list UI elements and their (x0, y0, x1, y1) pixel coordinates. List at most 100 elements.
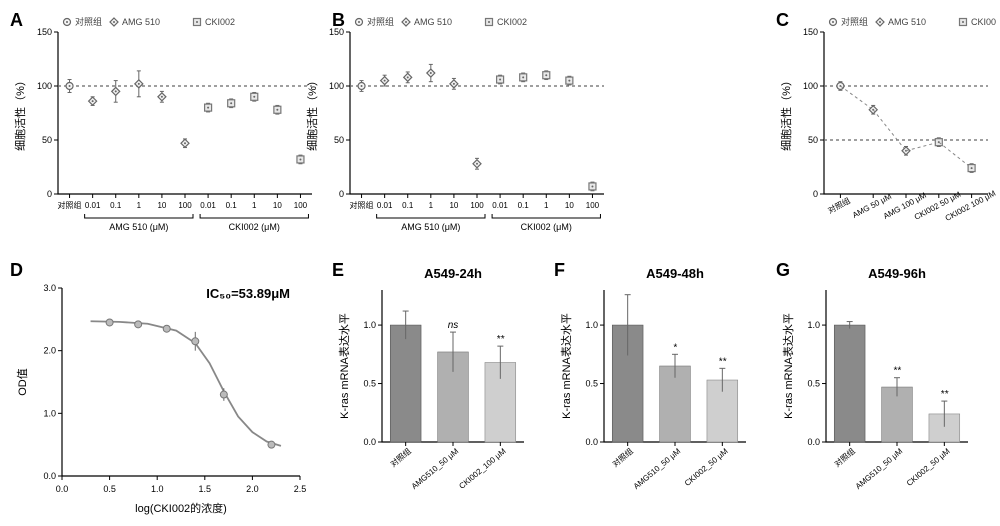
svg-text:AMG 510: AMG 510 (122, 17, 160, 27)
svg-text:AMG510_50 μM: AMG510_50 μM (632, 446, 683, 491)
svg-text:10: 10 (449, 201, 458, 210)
svg-text:10: 10 (565, 201, 574, 210)
svg-text:CKI002_50 μM: CKI002_50 μM (905, 446, 952, 488)
svg-text:10: 10 (157, 201, 166, 210)
svg-text:0.5: 0.5 (585, 379, 598, 389)
svg-text:CKI002 (μM): CKI002 (μM) (521, 222, 572, 232)
svg-text:2.0: 2.0 (43, 346, 56, 356)
svg-text:0: 0 (813, 189, 818, 199)
svg-text:0.01: 0.01 (377, 201, 393, 210)
svg-text:1.0: 1.0 (585, 320, 598, 330)
svg-text:CKI002 (μM): CKI002 (μM) (229, 222, 280, 232)
svg-text:50: 50 (808, 135, 818, 145)
panel-label-F: F (554, 260, 565, 281)
svg-text:OD值: OD值 (16, 368, 29, 396)
svg-text:100: 100 (803, 81, 818, 91)
svg-text:0.01: 0.01 (85, 201, 101, 210)
svg-text:AMG 510: AMG 510 (414, 17, 452, 27)
svg-text:**: ** (718, 356, 727, 367)
svg-text:2.0: 2.0 (246, 484, 259, 494)
panel-D: D 0.00.51.01.52.02.50.01.02.03.0log(CKI0… (10, 260, 320, 520)
svg-text:对照组: 对照组 (388, 446, 413, 469)
svg-text:100: 100 (37, 81, 52, 91)
chart-B: 050100150对照组0.010.11101000.010.1110100AM… (302, 10, 612, 250)
svg-text:细胞活性（%）: 细胞活性（%） (305, 75, 319, 151)
svg-text:细胞活性（%）: 细胞活性（%） (13, 75, 27, 151)
svg-text:1: 1 (252, 201, 257, 210)
svg-text:CKI002: CKI002 (971, 17, 996, 27)
svg-text:1.0: 1.0 (43, 408, 56, 418)
svg-text:0.0: 0.0 (585, 437, 598, 447)
panel-F: F 0.0 0.5 1.0 K-ras mRNA表达水平 A549-48h 对照组 * AMG… (554, 260, 764, 520)
svg-text:AMG 510 (μM): AMG 510 (μM) (109, 222, 168, 232)
svg-text:50: 50 (42, 135, 52, 145)
svg-text:A549-48h: A549-48h (646, 266, 704, 281)
svg-text:100: 100 (470, 201, 484, 210)
svg-text:对照组: 对照组 (367, 16, 394, 27)
svg-text:对照组: 对照组 (826, 195, 852, 215)
chart-G: 0.0 0.5 1.0 K-ras mRNA表达水平 A549-96h 对照组 ** AMG5… (776, 260, 976, 520)
panel-label-E: E (332, 260, 344, 281)
svg-text:0: 0 (47, 189, 52, 199)
svg-text:0.1: 0.1 (402, 201, 414, 210)
svg-text:0.1: 0.1 (518, 201, 530, 210)
chart-A: 050100150对照组0.010.11101000.010.1110100AM… (10, 10, 320, 250)
svg-text:100: 100 (329, 81, 344, 91)
svg-text:100: 100 (586, 201, 600, 210)
svg-text:CKI002: CKI002 (497, 17, 527, 27)
svg-text:*: * (673, 342, 678, 353)
svg-text:0.5: 0.5 (103, 484, 116, 494)
figure-grid: A 050100150对照组0.010.11101000.010.1110100… (10, 10, 990, 520)
svg-text:对照组: 对照组 (75, 16, 102, 27)
svg-text:0.01: 0.01 (492, 201, 508, 210)
svg-text:1: 1 (429, 201, 434, 210)
svg-text:0: 0 (339, 189, 344, 199)
panel-E: E 0.00.51.0K-ras mRNA表达水平A549-24h对照组nsAM… (332, 260, 542, 520)
svg-text:对照组: 对照组 (610, 446, 635, 469)
panel-label-C: C (776, 10, 789, 31)
svg-text:2.5: 2.5 (294, 484, 307, 494)
svg-text:50: 50 (334, 135, 344, 145)
panel-A: A 050100150对照组0.010.11101000.010.1110100… (10, 10, 320, 250)
svg-text:0.5: 0.5 (363, 379, 376, 389)
svg-text:ns: ns (448, 320, 459, 331)
svg-text:0.5: 0.5 (807, 379, 820, 389)
svg-text:CKI002_100 μM: CKI002_100 μM (457, 446, 507, 490)
svg-text:K-ras mRNA表达水平: K-ras mRNA表达水平 (559, 313, 573, 419)
svg-text:0.0: 0.0 (43, 471, 56, 481)
svg-text:**: ** (893, 366, 902, 377)
svg-text:1: 1 (544, 201, 549, 210)
panel-label-A: A (10, 10, 23, 31)
svg-text:3.0: 3.0 (43, 283, 56, 293)
chart-D: 0.00.51.01.52.02.50.01.02.03.0log(CKI002… (10, 260, 310, 520)
svg-text:0.1: 0.1 (110, 201, 122, 210)
svg-text:K-ras mRNA表达水平: K-ras mRNA表达水平 (781, 313, 795, 419)
svg-text:150: 150 (803, 27, 818, 37)
panel-B: B 050100150对照组0.010.11101000.010.1110100… (332, 10, 764, 250)
chart-F: 0.0 0.5 1.0 K-ras mRNA表达水平 A549-48h 对照组 * AMG51… (554, 260, 754, 520)
svg-text:对照组: 对照组 (841, 16, 868, 27)
svg-text:对照组: 对照组 (832, 446, 857, 469)
svg-text:0.0: 0.0 (807, 437, 820, 447)
svg-text:1.5: 1.5 (199, 484, 212, 494)
svg-text:细胞活性（%）: 细胞活性（%） (779, 75, 793, 151)
svg-text:1.0: 1.0 (807, 320, 820, 330)
svg-text:10: 10 (273, 201, 282, 210)
svg-text:AMG 510: AMG 510 (888, 17, 926, 27)
svg-text:0.0: 0.0 (363, 437, 376, 447)
svg-text:对照组: 对照组 (350, 200, 374, 210)
chart-C: 050100150对照组AMG 50 μMAMG 100 μMCKI002 50… (776, 10, 996, 250)
svg-text:AMG510_50 μM: AMG510_50 μM (410, 446, 461, 491)
svg-text:A549-96h: A549-96h (868, 266, 926, 281)
svg-text:AMG510_50 μM: AMG510_50 μM (854, 446, 905, 491)
svg-text:A549-24h: A549-24h (424, 266, 482, 281)
panel-label-D: D (10, 260, 23, 281)
svg-text:CKI002: CKI002 (205, 17, 235, 27)
svg-text:**: ** (496, 334, 505, 345)
svg-text:1: 1 (137, 201, 142, 210)
svg-text:0.01: 0.01 (200, 201, 216, 210)
svg-text:0.0: 0.0 (56, 484, 69, 494)
chart-E: 0.00.51.0K-ras mRNA表达水平A549-24h对照组nsAMG5… (332, 260, 532, 520)
panel-label-B: B (332, 10, 345, 31)
svg-text:AMG 510 (μM): AMG 510 (μM) (401, 222, 460, 232)
